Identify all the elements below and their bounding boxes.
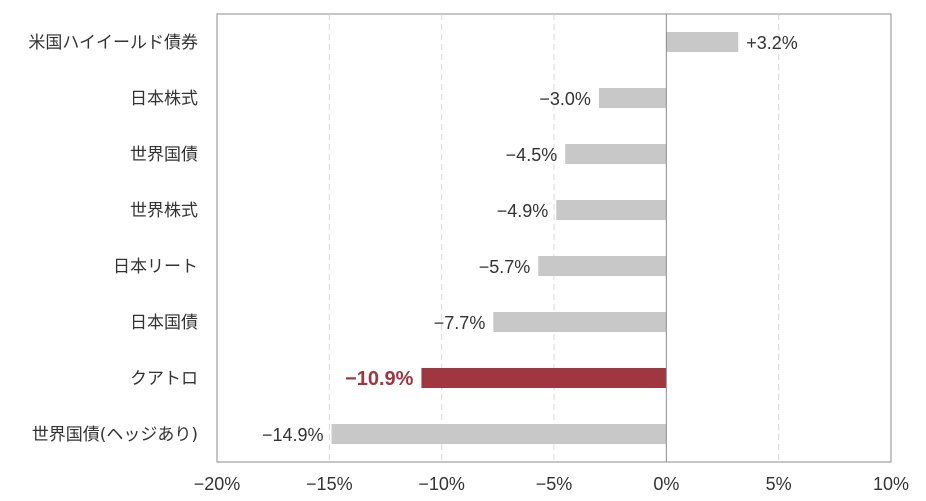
x-tick-label: 5% [766,474,792,494]
category-label: 米国ハイイールド債券 [28,33,198,53]
value-label: −5.7% [479,257,531,277]
bar [666,32,739,52]
x-tick-label: −15% [306,474,353,494]
bar [556,200,667,220]
bar [598,88,667,108]
x-tick-label: −10% [418,474,465,494]
category-label: 日本リート [113,257,198,277]
value-label-highlight: −10.9% [345,368,414,390]
x-tick-label: 10% [873,474,909,494]
bar [493,312,667,332]
category-label: 世界株式 [130,201,198,221]
bar [331,424,667,444]
category-label: 日本株式 [130,89,198,109]
bar [538,256,667,276]
x-tick-label: 0% [653,474,679,494]
value-label: −7.7% [434,313,486,333]
x-tick-label: −5% [536,474,573,494]
bar-highlight [421,368,667,388]
value-label: −4.5% [506,145,558,165]
value-label: −14.9% [262,425,324,445]
value-label: +3.2% [746,33,798,53]
category-label: 世界国債(ヘッジあり) [32,425,198,445]
value-label: −4.9% [497,201,549,221]
category-label: 日本国債 [130,313,198,333]
bar [565,144,667,164]
x-tick-label: −20% [194,474,241,494]
category-label: 世界国債 [130,145,198,165]
category-label: クアトロ [130,369,198,389]
value-label: −3.0% [539,89,591,109]
